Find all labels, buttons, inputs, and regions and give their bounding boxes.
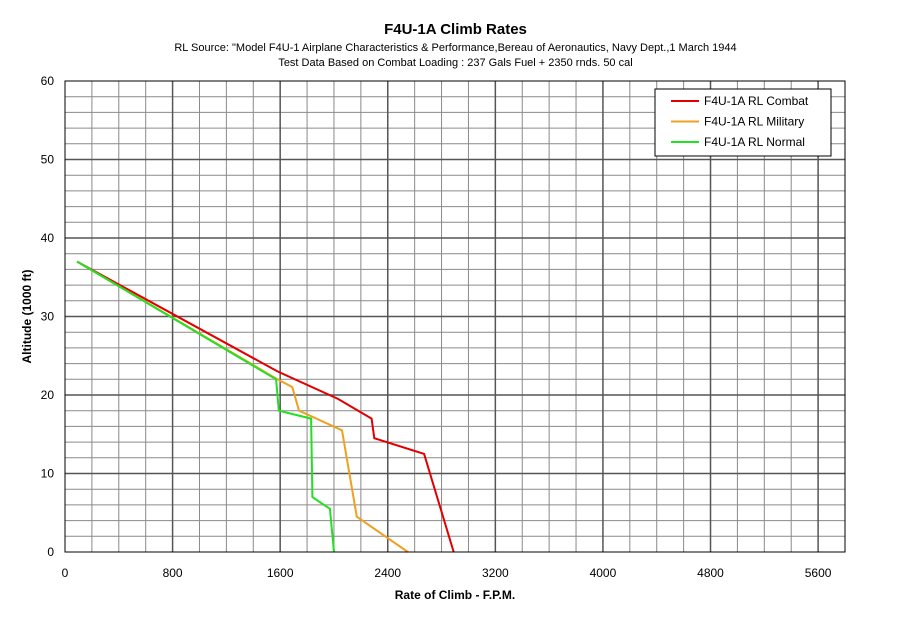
y-tick-label: 40 (41, 231, 55, 245)
y-axis-ticks: 0 10 20 30 40 50 60 (41, 74, 55, 559)
y-tick-label: 50 (41, 153, 55, 167)
chart-subtitle-source: RL Source: "Model F4U-1 Airplane Charact… (174, 42, 737, 54)
legend-label: F4U-1A RL Normal (704, 135, 805, 149)
series-line-normal (76, 260, 335, 553)
series-line-military (76, 260, 409, 553)
legend-label: F4U-1A RL Combat (704, 94, 809, 108)
x-tick-label: 5600 (805, 566, 832, 580)
x-axis-label: Rate of Climb - F.P.M. (395, 588, 515, 602)
x-tick-label: 0 (62, 566, 69, 580)
series-lines (76, 260, 455, 553)
chart-title: F4U-1A Climb Rates (384, 21, 527, 38)
legend-label: F4U-1A RL Military (704, 115, 804, 129)
y-axis-label: Altitude (1000 ft) (20, 269, 34, 363)
x-tick-label: 2400 (374, 566, 401, 580)
x-tick-label: 3200 (482, 566, 509, 580)
y-tick-label: 60 (41, 74, 55, 88)
y-tick-label: 20 (41, 388, 55, 402)
plot-frame (64, 80, 846, 553)
y-tick-label: 30 (41, 310, 55, 324)
major-grid (65, 81, 845, 552)
x-axis-ticks: 0 800 1600 2400 3200 4000 4800 5600 (62, 566, 832, 580)
x-tick-label: 4800 (697, 566, 724, 580)
y-tick-label: 0 (47, 545, 54, 559)
chart-subtitle-loading: Test Data Based on Combat Loading : 237 … (278, 57, 633, 69)
x-tick-label: 1600 (267, 566, 294, 580)
series-line-combat (76, 260, 455, 553)
legend: F4U-1A RL Combat F4U-1A RL Military F4U-1A… (654, 88, 832, 157)
x-tick-label: 4000 (590, 566, 617, 580)
y-tick-label: 10 (41, 467, 55, 481)
x-tick-label: 800 (163, 566, 183, 580)
